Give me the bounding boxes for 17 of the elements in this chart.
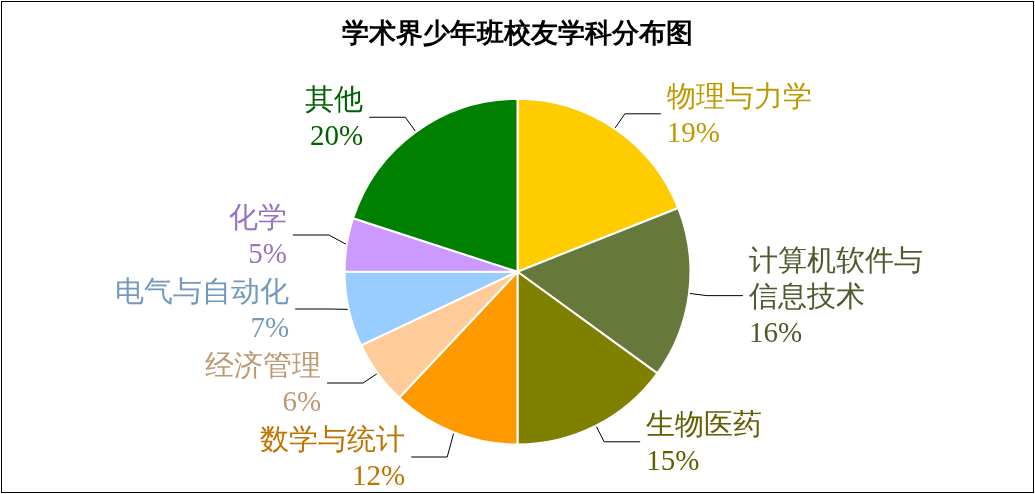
data-label: 19% xyxy=(666,115,720,148)
slice-label: 化学 xyxy=(228,201,287,233)
data-label: 12% xyxy=(352,459,406,491)
chart-title: 学术界少年班校友学科分布图 xyxy=(342,17,693,48)
data-label: 15% xyxy=(646,443,700,476)
slice-label: 电气与自动化 xyxy=(115,275,290,307)
slice-label: 其他 xyxy=(305,83,364,116)
data-label: 20% xyxy=(310,119,364,152)
slice-label: 经济管理 xyxy=(205,349,322,381)
data-label: 16% xyxy=(748,315,803,348)
data-label: 5% xyxy=(248,237,287,269)
data-label: 6% xyxy=(282,385,322,417)
slice-label: 生物医药 xyxy=(646,407,763,440)
data-label: 7% xyxy=(250,311,290,343)
slice-label: 计算机软件与信息技术 xyxy=(748,243,923,312)
slice-label: 数学与统计 xyxy=(260,423,406,455)
slice-label: 物理与力学 xyxy=(666,79,812,112)
